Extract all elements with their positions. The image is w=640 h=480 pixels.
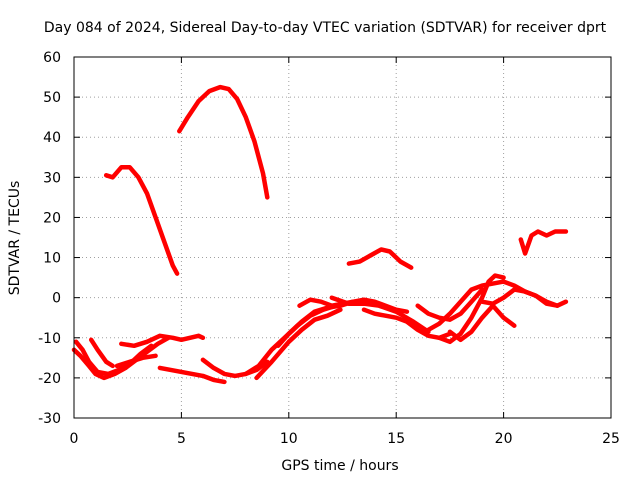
series-arc-6 xyxy=(119,333,206,349)
series-arc-4 xyxy=(73,339,154,377)
series-arc-15 xyxy=(361,307,453,341)
series-arc-11 xyxy=(254,307,343,381)
y-tick-label: 50 xyxy=(43,90,61,106)
series-arc-16 xyxy=(346,247,414,270)
series-arc-21 xyxy=(479,287,569,308)
x-axis-label: GPS time / hours xyxy=(281,458,398,474)
x-tick-label: 25 xyxy=(602,431,620,447)
series-arc-7 xyxy=(114,353,158,369)
y-tick-label: -20 xyxy=(38,371,61,387)
y-tick-label: 40 xyxy=(43,130,61,146)
x-tick-label: 5 xyxy=(177,431,186,447)
series-arc-22 xyxy=(518,229,569,256)
series-arc-9 xyxy=(200,357,270,379)
grid xyxy=(74,57,611,418)
x-tick-label: 10 xyxy=(280,431,298,447)
y-tick-label: 60 xyxy=(43,50,61,66)
series-layer xyxy=(71,84,569,385)
series-arc-5 xyxy=(88,337,115,369)
x-tick-label: 0 xyxy=(70,431,79,447)
x-tick-label: 15 xyxy=(387,431,405,447)
series-arc-8 xyxy=(157,365,227,385)
y-tick-label: 0 xyxy=(52,291,61,307)
y-tick-label: -10 xyxy=(38,331,61,347)
x-tick-label: 20 xyxy=(495,431,513,447)
ticks: 0 5 10 15 20 25 -30 -20 -10 0 10 20 30 40 50 60 xyxy=(38,50,620,447)
y-tick-label: 20 xyxy=(43,210,61,226)
series-arc-17 xyxy=(415,287,485,322)
series-arc-19 xyxy=(436,273,506,345)
plot-frame xyxy=(73,56,612,419)
chart-title: Day 084 of 2024, Sidereal Day-to-day VTE… xyxy=(44,20,607,36)
series-arc-2 xyxy=(177,84,270,200)
y-tick-label: -30 xyxy=(38,411,61,427)
series-arc-20 xyxy=(447,303,517,343)
y-axis-label: SDTVAR / TECUs xyxy=(7,181,23,296)
series-arc-1 xyxy=(103,165,180,276)
series-arc-14 xyxy=(329,295,431,335)
y-tick-label: 30 xyxy=(43,170,61,186)
y-tick-label: 10 xyxy=(43,251,61,267)
